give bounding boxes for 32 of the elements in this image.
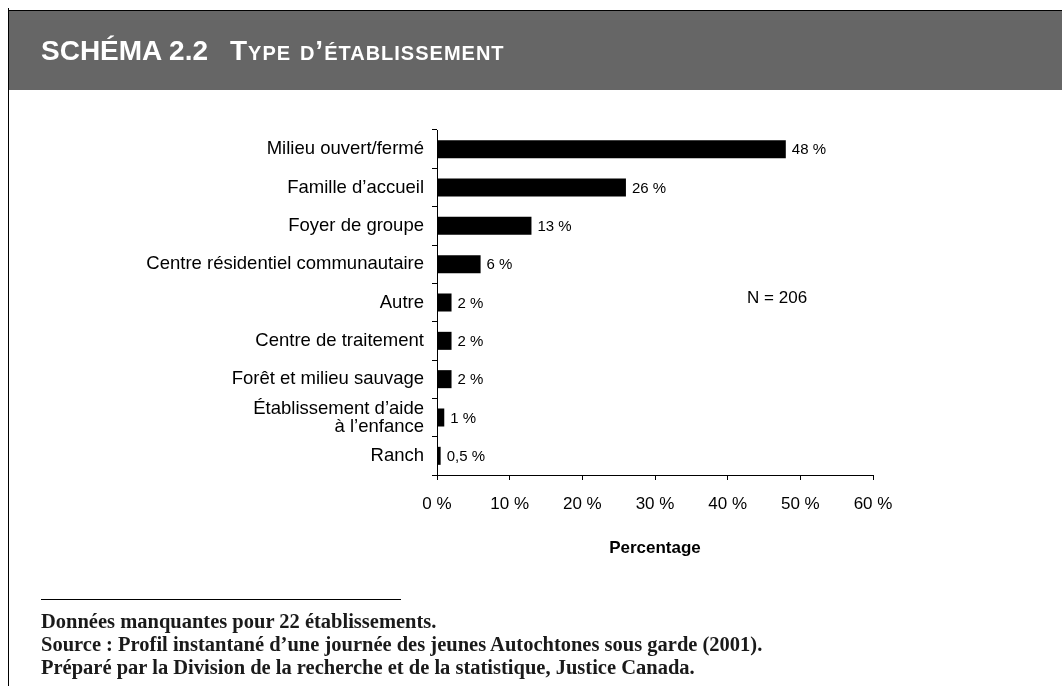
source-note: Source : Profil instantané d’une journée des jeunes Autochtones sous garde (2001).: [41, 633, 763, 656]
data-label: 2 %: [457, 331, 484, 349]
data-label: 26 %: [631, 178, 667, 196]
text: Données manquantes pour 22 établissements.: [41, 610, 438, 633]
x-tick-label: 20 %: [562, 493, 602, 513]
y-tick-label: Centre résidentiel communautaire: [146, 252, 424, 274]
data-label: 2 %: [457, 293, 484, 311]
y-tick-label: Établissement d’aide à l’enfance: [253, 396, 424, 436]
text: SCHÉMA 2.2: [41, 34, 209, 67]
data-label: 48 %: [791, 140, 826, 158]
x-tick-label: 40 %: [708, 493, 748, 513]
data-label: 6 %: [486, 255, 513, 273]
data-label: 1 %: [450, 408, 477, 426]
y-tick-label: Milieu ouvert/fermé: [266, 137, 424, 159]
x-tick-label: 60 %: [853, 493, 893, 513]
y-tick-label: Centre de traitement: [255, 328, 424, 350]
x-tick-label: 10 %: [490, 493, 530, 513]
data-label: 2 %: [457, 370, 484, 388]
y-tick-label: Forêt et milieu sauvage: [231, 367, 424, 389]
data-label: 13 %: [537, 216, 572, 234]
data-label: 0,5 %: [446, 446, 485, 464]
y-tick-label: Famille d’accueil: [287, 175, 424, 197]
y-tick-label: Autre: [379, 290, 424, 312]
y-tick-label: Foyer de groupe: [288, 213, 424, 235]
x-tick-label: 50 %: [780, 493, 820, 513]
x-tick-label: 30 %: [635, 493, 675, 513]
annotation: N = 206: [747, 287, 808, 307]
x-axis-title: Percentage: [609, 538, 701, 558]
y-tick-label: Ranch: [370, 443, 424, 465]
x-tick-label: 0 %: [422, 493, 452, 513]
chart-subtitle: Type d’établissement: [230, 34, 505, 67]
text: Préparé par la Division de la recherche et de la statistique, Justice Canada.: [41, 656, 696, 679]
